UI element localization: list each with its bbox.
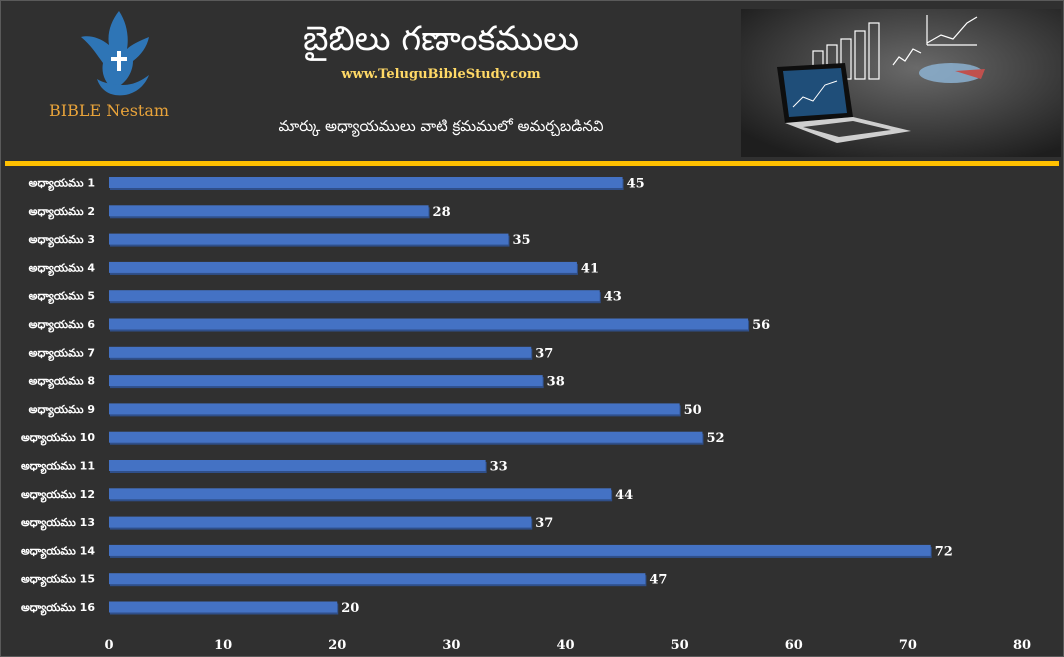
data-label: 50 [684, 403, 702, 418]
bar [109, 290, 600, 302]
data-label: 45 [627, 177, 645, 192]
dove-cross-hand-icon [81, 11, 149, 96]
data-label: 38 [547, 375, 565, 390]
bar [109, 431, 703, 443]
category-label: అధ్యాయము 1 [29, 177, 95, 192]
data-label: 37 [535, 346, 553, 361]
bar [109, 233, 509, 245]
bar [109, 318, 749, 330]
bar [109, 177, 623, 188]
category-label: అధ్యాయము 11 [21, 460, 95, 475]
bar [109, 601, 338, 613]
page-subtitle: మార్కు అధ్యాయములు వాటి క్రమములో అమర్చబడి… [278, 117, 604, 135]
data-label: 47 [649, 573, 667, 588]
category-label: అధ్యాయము 2 [29, 205, 95, 220]
bar [109, 460, 486, 471]
category-label: అధ్యాయము 12 [21, 488, 95, 503]
x-tick-label: 40 [556, 638, 574, 653]
bar [109, 488, 612, 500]
x-tick-label: 80 [1013, 638, 1031, 653]
bar-chart: అధ్యాయము 1 45 అధ్యాయము 2 28 అధ్యాయము 3 35 అధ్య… [21, 177, 1031, 654]
laptop-charts-image [741, 9, 1061, 157]
bar [109, 544, 931, 556]
category-label: అధ్యాయము 15 [21, 573, 95, 588]
x-tick-label: 60 [785, 638, 803, 653]
category-label: అధ్యాయము 4 [29, 261, 96, 276]
category-label: అధ్యాయము 8 [29, 375, 95, 390]
category-label: అధ్యాయము 9 [29, 403, 95, 418]
category-label: అధ్యాయము 6 [29, 318, 96, 333]
x-tick-label: 50 [671, 638, 689, 653]
data-label: 56 [752, 318, 770, 333]
x-tick-label: 10 [214, 638, 232, 653]
page-title: బైబిలు గణాంకములు [302, 19, 580, 59]
category-label: అధ్యాయము 16 [21, 601, 95, 616]
category-label: అధ్యాయము 13 [21, 516, 95, 531]
category-label: అధ్యాయము 3 [29, 233, 95, 248]
data-label: 37 [535, 516, 553, 531]
bar [109, 573, 646, 585]
x-tick-label: 30 [442, 638, 460, 653]
site-url: www.TeluguBibleStudy.com [341, 67, 541, 82]
data-label: 72 [935, 544, 953, 559]
category-label: అధ్యాయము 10 [21, 431, 95, 446]
data-label: 20 [341, 601, 359, 616]
data-label: 33 [490, 460, 508, 475]
bar [109, 375, 543, 387]
data-label: 35 [512, 233, 530, 248]
category-label: అధ్యాయము 14 [21, 544, 95, 559]
bar [109, 261, 577, 273]
data-label: 44 [615, 488, 633, 503]
divider-rule [5, 161, 1059, 166]
data-label: 43 [604, 290, 622, 305]
x-tick-label: 0 [104, 638, 113, 653]
data-label: 41 [581, 261, 599, 276]
data-label: 28 [433, 205, 451, 220]
bar [109, 403, 680, 415]
data-label: 52 [706, 431, 724, 446]
bar [109, 205, 429, 217]
x-tick-label: 70 [899, 638, 917, 653]
header: BIBLE Nestam బైబిలు గణాంకములు www.Telugu… [1, 1, 1063, 159]
category-label: అధ్యాయము 5 [29, 290, 95, 305]
logo-text: BIBLE Nestam [49, 101, 170, 120]
category-label: అధ్యాయము 7 [29, 346, 95, 361]
x-tick-label: 20 [328, 638, 346, 653]
bar [109, 516, 532, 528]
bar [109, 346, 532, 358]
